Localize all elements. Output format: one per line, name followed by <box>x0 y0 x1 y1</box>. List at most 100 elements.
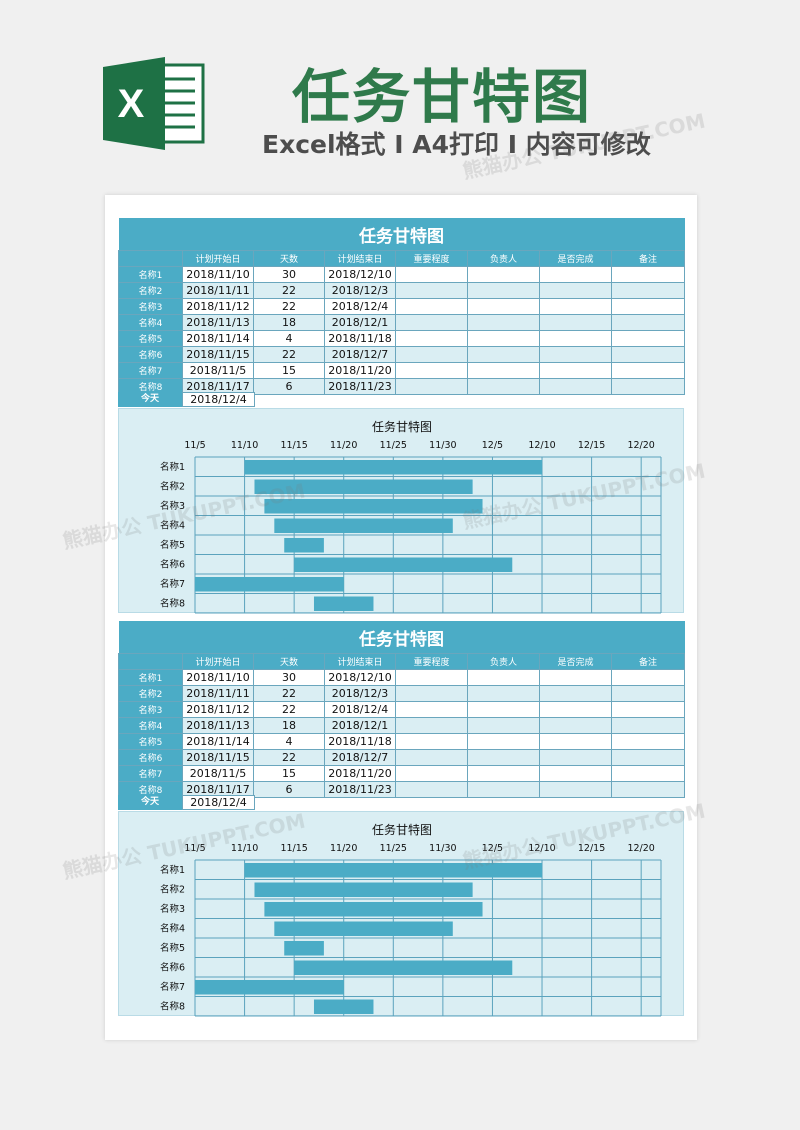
empty-cell[interactable] <box>611 717 685 734</box>
empty-cell[interactable] <box>611 362 685 379</box>
cell-end[interactable]: 2018/12/4 <box>324 298 396 315</box>
empty-cell[interactable] <box>467 669 540 686</box>
empty-cell[interactable] <box>539 378 612 395</box>
cell-end[interactable]: 2018/11/18 <box>324 733 396 750</box>
empty-cell[interactable] <box>611 685 685 702</box>
empty-cell[interactable] <box>395 685 468 702</box>
cell-start[interactable]: 2018/11/13 <box>182 717 254 734</box>
cell-start[interactable]: 2018/11/10 <box>182 669 254 686</box>
cell-days[interactable]: 22 <box>253 346 325 363</box>
empty-cell[interactable] <box>467 346 540 363</box>
cell-start[interactable]: 2018/11/15 <box>182 346 254 363</box>
cell-days[interactable]: 22 <box>253 282 325 299</box>
empty-cell[interactable] <box>611 314 685 331</box>
cell-start[interactable]: 2018/11/11 <box>182 282 254 299</box>
cell-days[interactable]: 22 <box>253 298 325 315</box>
cell-days[interactable]: 18 <box>253 717 325 734</box>
empty-cell[interactable] <box>611 346 685 363</box>
empty-cell[interactable] <box>467 717 540 734</box>
empty-cell[interactable] <box>611 749 685 766</box>
empty-cell[interactable] <box>395 362 468 379</box>
empty-cell[interactable] <box>611 282 685 299</box>
cell-start[interactable]: 2018/11/17 <box>182 781 254 798</box>
cell-end[interactable]: 2018/11/20 <box>324 362 396 379</box>
empty-cell[interactable] <box>539 733 612 750</box>
cell-days[interactable]: 6 <box>253 781 325 798</box>
empty-cell[interactable] <box>539 330 612 347</box>
empty-cell[interactable] <box>539 765 612 782</box>
cell-start[interactable]: 2018/11/5 <box>182 765 254 782</box>
empty-cell[interactable] <box>467 362 540 379</box>
empty-cell[interactable] <box>395 282 468 299</box>
cell-days[interactable]: 15 <box>253 765 325 782</box>
empty-cell[interactable] <box>467 765 540 782</box>
cell-days[interactable]: 4 <box>253 330 325 347</box>
empty-cell[interactable] <box>467 266 540 283</box>
empty-cell[interactable] <box>467 733 540 750</box>
cell-days[interactable]: 30 <box>253 266 325 283</box>
empty-cell[interactable] <box>539 266 612 283</box>
empty-cell[interactable] <box>539 717 612 734</box>
empty-cell[interactable] <box>395 669 468 686</box>
cell-start[interactable]: 2018/11/10 <box>182 266 254 283</box>
empty-cell[interactable] <box>467 330 540 347</box>
empty-cell[interactable] <box>611 701 685 718</box>
cell-end[interactable]: 2018/12/7 <box>324 346 396 363</box>
empty-cell[interactable] <box>611 298 685 315</box>
empty-cell[interactable] <box>611 765 685 782</box>
cell-start[interactable]: 2018/11/14 <box>182 733 254 750</box>
empty-cell[interactable] <box>395 717 468 734</box>
cell-end[interactable]: 2018/12/10 <box>324 266 396 283</box>
cell-days[interactable]: 22 <box>253 701 325 718</box>
empty-cell[interactable] <box>395 266 468 283</box>
cell-start[interactable]: 2018/11/12 <box>182 701 254 718</box>
empty-cell[interactable] <box>395 733 468 750</box>
cell-start[interactable]: 2018/11/14 <box>182 330 254 347</box>
today-value[interactable]: 2018/12/4 <box>182 392 255 407</box>
cell-end[interactable]: 2018/12/7 <box>324 749 396 766</box>
empty-cell[interactable] <box>539 282 612 299</box>
empty-cell[interactable] <box>395 378 468 395</box>
cell-end[interactable]: 2018/11/20 <box>324 765 396 782</box>
empty-cell[interactable] <box>467 781 540 798</box>
cell-end[interactable]: 2018/12/1 <box>324 717 396 734</box>
empty-cell[interactable] <box>611 378 685 395</box>
cell-days[interactable]: 22 <box>253 749 325 766</box>
cell-days[interactable]: 4 <box>253 733 325 750</box>
empty-cell[interactable] <box>395 330 468 347</box>
cell-end[interactable]: 2018/12/3 <box>324 685 396 702</box>
empty-cell[interactable] <box>611 266 685 283</box>
empty-cell[interactable] <box>395 298 468 315</box>
empty-cell[interactable] <box>395 314 468 331</box>
today-value[interactable]: 2018/12/4 <box>182 795 255 810</box>
cell-end[interactable]: 2018/12/4 <box>324 701 396 718</box>
cell-end[interactable]: 2018/11/23 <box>324 781 396 798</box>
empty-cell[interactable] <box>395 346 468 363</box>
empty-cell[interactable] <box>539 314 612 331</box>
empty-cell[interactable] <box>467 685 540 702</box>
empty-cell[interactable] <box>467 314 540 331</box>
cell-end[interactable]: 2018/11/23 <box>324 378 396 395</box>
cell-start[interactable]: 2018/11/15 <box>182 749 254 766</box>
empty-cell[interactable] <box>467 298 540 315</box>
cell-start[interactable]: 2018/11/11 <box>182 685 254 702</box>
cell-start[interactable]: 2018/11/13 <box>182 314 254 331</box>
empty-cell[interactable] <box>395 765 468 782</box>
cell-days[interactable]: 15 <box>253 362 325 379</box>
cell-days[interactable]: 30 <box>253 669 325 686</box>
empty-cell[interactable] <box>611 669 685 686</box>
empty-cell[interactable] <box>467 282 540 299</box>
empty-cell[interactable] <box>539 701 612 718</box>
cell-end[interactable]: 2018/11/18 <box>324 330 396 347</box>
empty-cell[interactable] <box>539 298 612 315</box>
cell-days[interactable]: 18 <box>253 314 325 331</box>
cell-end[interactable]: 2018/12/3 <box>324 282 396 299</box>
empty-cell[interactable] <box>539 362 612 379</box>
empty-cell[interactable] <box>611 330 685 347</box>
empty-cell[interactable] <box>539 669 612 686</box>
empty-cell[interactable] <box>395 701 468 718</box>
cell-days[interactable]: 22 <box>253 685 325 702</box>
cell-end[interactable]: 2018/12/1 <box>324 314 396 331</box>
empty-cell[interactable] <box>467 378 540 395</box>
empty-cell[interactable] <box>467 749 540 766</box>
